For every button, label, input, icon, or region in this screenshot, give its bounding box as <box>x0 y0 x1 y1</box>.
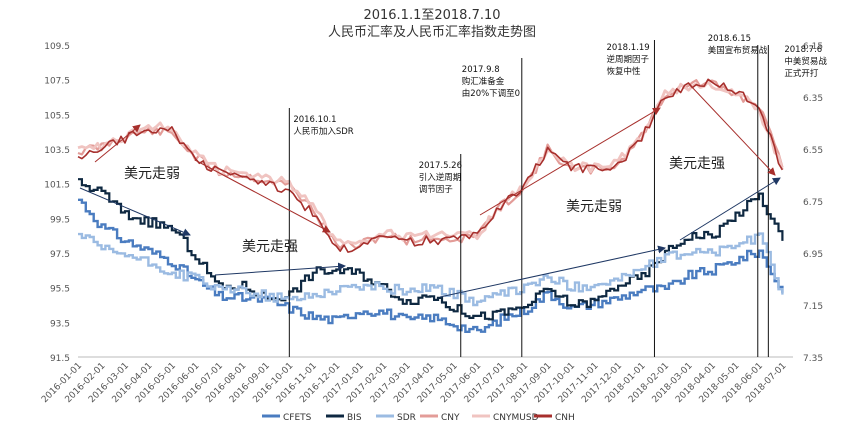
series-line-bis <box>78 178 784 321</box>
event-label: 2018.7.6 <box>784 45 822 55</box>
chart-title: 2016.1.1至2018.7.10 <box>363 8 500 23</box>
series-line-cnh <box>77 78 784 253</box>
right-axis-tick-label: 6.15 <box>803 42 823 52</box>
annotation-usd-weak-1: 美元走弱 <box>124 166 180 182</box>
annotation-usd-strong-2: 美元走强 <box>669 156 725 172</box>
legend-label: CFETS <box>283 413 312 423</box>
left-axis-tick-label: 93.5 <box>50 319 70 329</box>
left-axis-tick-label: 105.5 <box>44 111 70 121</box>
left-axis-tick-label: 99.5 <box>50 215 70 225</box>
event-label: 购汇准备金 <box>462 76 505 87</box>
left-axis-tick-label: 95.5 <box>50 285 70 295</box>
chart-legend: CFETS BIS SDR CNY CNYMUSD CNH <box>262 413 575 423</box>
left-axis-tick-label: 109.5 <box>44 42 70 52</box>
legend-label: CNH <box>555 413 575 423</box>
event-label: 引入逆周期 <box>419 172 462 183</box>
right-axis-tick-label: 6.35 <box>803 94 823 104</box>
right-axis-tick-label: 6.95 <box>803 250 823 260</box>
legend-label: SDR <box>397 413 416 423</box>
right-axis-tick-label: 7.35 <box>803 354 823 364</box>
event-label: 2016.10.1 <box>293 115 336 125</box>
left-axis-tick-label: 97.5 <box>50 250 70 260</box>
index-series-group <box>78 178 784 333</box>
event-label: 2017.9.8 <box>462 65 500 75</box>
trend-arrow-6 <box>194 159 331 233</box>
event-label: 人民币加入SDR <box>293 126 353 137</box>
legend-label: CNYMUSD <box>493 413 539 423</box>
event-label: 由20%下调至0 <box>462 88 520 99</box>
right-axis-tick-label: 6.75 <box>803 198 823 208</box>
trend-arrow-5 <box>94 124 141 163</box>
trend-arrow-8 <box>689 84 776 176</box>
x-axis-ticks: 2016-01-012016-02-012016-03-012016-04-01… <box>40 361 788 405</box>
trend-arrow-1 <box>79 187 191 236</box>
chart-subtitle: 人民币汇率及人民币汇率指数走势图 <box>328 24 536 40</box>
trend-arrow-7 <box>479 107 661 216</box>
left-axis-tick-label: 103.5 <box>44 146 70 156</box>
event-label: 正式开打 <box>784 68 819 79</box>
event-label: 逆周期因子 <box>606 54 649 65</box>
event-label: 恢复中性 <box>606 66 641 77</box>
right-axis-tick-label: 7.15 <box>803 302 823 312</box>
series-line-cnymusd <box>77 80 784 246</box>
trend-arrow-4 <box>679 177 781 241</box>
event-label: 调节因子 <box>419 185 454 195</box>
event-label: 美国宣布贸易战 <box>708 45 768 56</box>
annotation-usd-strong-1: 美元走强 <box>242 239 298 255</box>
left-axis-tick-label: 91.5 <box>50 354 70 364</box>
trend-arrows <box>79 84 781 298</box>
left-axis-tick-label: 107.5 <box>44 77 70 87</box>
left-axis-ticks: 109.5 107.5 105.5 103.5 101.5 99.5 97.5 95.5 93.… <box>44 42 70 364</box>
event-label: 2018.6.15 <box>708 34 751 44</box>
event-label: 2018.1.19 <box>606 43 649 53</box>
left-axis-tick-label: 101.5 <box>44 181 70 191</box>
series-line-cfets <box>78 198 784 333</box>
right-axis-ticks: 6.15 6.35 6.55 6.75 6.95 7.15 7.35 <box>803 42 823 364</box>
series-line-sdr <box>78 232 784 307</box>
annotation-usd-weak-2: 美元走弱 <box>566 199 622 215</box>
legend-label: BIS <box>347 413 362 423</box>
legend-label: CNY <box>441 413 460 423</box>
trend-arrow-3 <box>439 245 666 298</box>
trend-arrow-2 <box>214 262 346 276</box>
event-label: 中美贸易战 <box>784 56 827 67</box>
right-axis-tick-label: 6.55 <box>803 146 823 156</box>
event-label: 2017.5.26 <box>419 161 462 171</box>
